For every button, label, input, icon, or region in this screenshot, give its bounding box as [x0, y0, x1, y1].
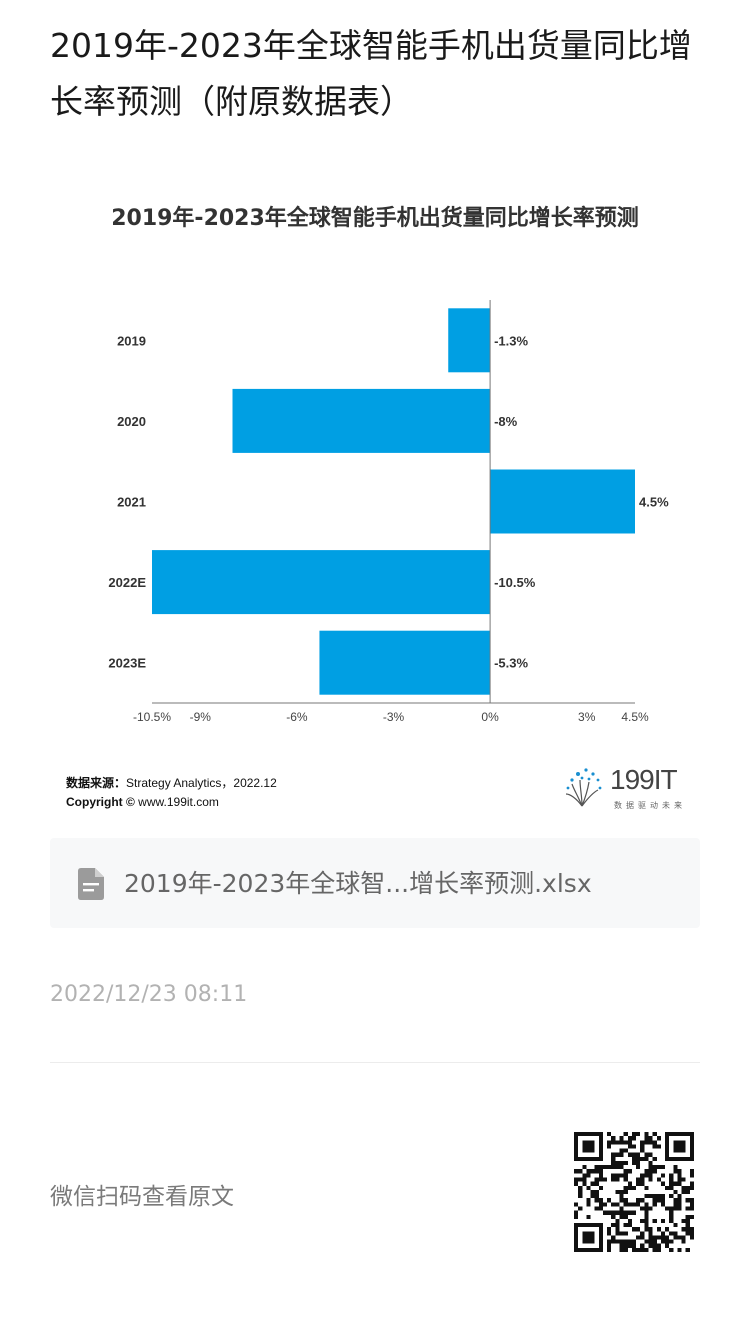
- x-tick-label: -6%: [286, 710, 308, 724]
- attachment-card[interactable]: 2019年-2023年全球智...增长率预测.xlsx: [50, 838, 700, 928]
- data-source-label: 数据来源：: [66, 776, 127, 790]
- bar-2022E: [152, 550, 491, 615]
- category-label: 2021: [117, 495, 146, 510]
- x-tick-label: -10.5%: [133, 710, 171, 724]
- data-label: 4.5%: [639, 495, 669, 510]
- divider: [50, 1062, 700, 1063]
- data-source: 数据来源：Strategy Analytics，2022.12: [66, 774, 277, 791]
- category-label: 2019: [117, 333, 146, 348]
- logo-mark-icon: [565, 768, 602, 807]
- x-tick-label: -9%: [190, 710, 212, 724]
- bar-2023E: [319, 630, 491, 695]
- x-tick-label: 0%: [481, 710, 499, 724]
- x-tick-label: -3%: [383, 710, 405, 724]
- qr-code-icon[interactable]: [574, 1132, 694, 1252]
- data-label: -1.3%: [494, 333, 528, 348]
- bar-2021: [490, 469, 635, 534]
- bar-chart: 2019 -1.3% 2020 -8% 2021 4.5% 2022E -10.5% 2023E…: [108, 300, 669, 724]
- file-icon: [78, 868, 104, 900]
- bar-2019: [448, 308, 491, 373]
- category-label: 2022E: [108, 575, 146, 590]
- copyright-text: www.199it.com: [134, 795, 219, 809]
- bar-2020: [232, 388, 491, 453]
- x-tick-label: 3%: [578, 710, 596, 724]
- chart-title: 2019年-2023年全球智能手机出货量同比增长率预测: [111, 206, 639, 231]
- publish-timestamp: 2022/12/23 08:11: [50, 982, 248, 1007]
- scan-caption: 微信扫码查看原文: [50, 1184, 234, 1210]
- data-label: -10.5%: [494, 575, 536, 590]
- brand-logo: 199IT 数据驱动未来: [558, 764, 698, 812]
- data-label: -8%: [494, 414, 518, 429]
- copyright: Copyright © www.199it.com: [66, 795, 219, 809]
- category-label: 2023E: [108, 656, 146, 671]
- logo-text: 199IT: [610, 764, 678, 795]
- x-tick-label: 4.5%: [621, 710, 649, 724]
- logo-slogan: 数据驱动未来: [614, 801, 686, 810]
- page-title: 2019年-2023年全球智能手机出货量同比增长率预测（附原数据表）: [50, 26, 692, 121]
- data-label: -5.3%: [494, 656, 528, 671]
- data-source-text: Strategy Analytics，2022.12: [126, 776, 277, 790]
- copyright-label: Copyright ©: [66, 795, 135, 809]
- category-label: 2020: [117, 414, 146, 429]
- attachment-name[interactable]: 2019年-2023年全球智...增长率预测.xlsx: [124, 869, 592, 898]
